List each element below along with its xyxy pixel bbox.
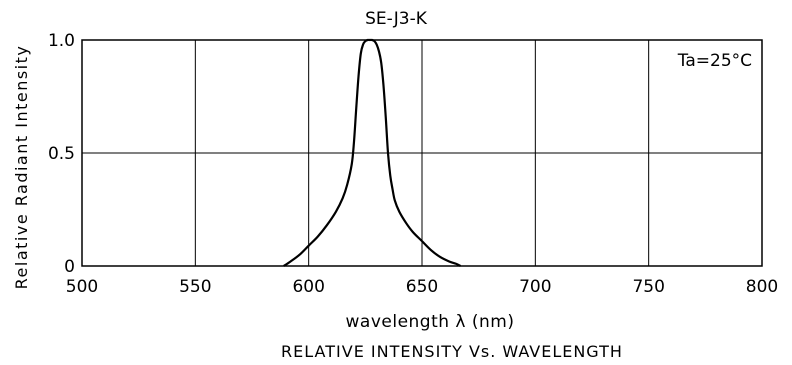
chart-title: SE-J3-K xyxy=(365,9,428,29)
x-tick-label: 600 xyxy=(292,277,324,297)
series-layer xyxy=(283,38,462,267)
y-axis-label: Relative Radiant Intensity xyxy=(12,45,31,290)
x-tick-labels: 500 550 600 650 700 750 800 xyxy=(66,277,778,297)
temperature-annotation: Ta=25°C xyxy=(677,51,752,71)
x-tick-label: 750 xyxy=(632,277,664,297)
x-tick-label: 700 xyxy=(519,277,551,297)
x-tick-label: 550 xyxy=(179,277,211,297)
chart-caption: RELATIVE INTENSITY Vs. WAVELENGTH xyxy=(281,342,623,361)
y-tick-label: 1.0 xyxy=(48,31,75,51)
x-tick-label: 650 xyxy=(406,277,438,297)
grid-lines xyxy=(82,40,762,266)
spectrum-curve xyxy=(283,38,462,267)
y-tick-label: 0.5 xyxy=(48,144,75,164)
y-tick-labels: 0 0.5 1.0 xyxy=(48,31,75,277)
x-axis-label: wavelength λ (nm) xyxy=(346,312,515,332)
x-tick-label: 500 xyxy=(66,277,98,297)
y-tick-label: 0 xyxy=(64,257,75,277)
x-tick-label: 800 xyxy=(746,277,778,297)
plot-frame xyxy=(81,39,763,267)
